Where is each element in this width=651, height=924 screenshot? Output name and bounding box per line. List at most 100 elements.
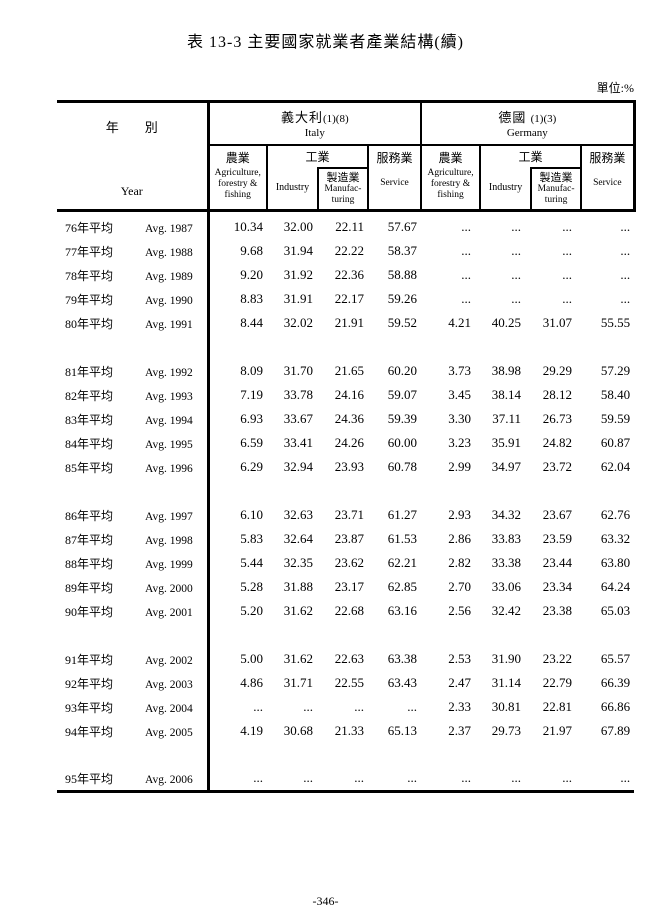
spacer-cell [208,479,634,503]
year-cell: 79年平均 Avg. 1990 [57,287,210,311]
data-cell: ... [407,770,418,786]
statistics-table: 年 別 Year 義大利(1)(8) Italy 德國 (1)(3) Germa… [57,100,636,793]
data-cell: 2.86 [448,531,472,546]
spacer-row [57,479,634,503]
italy-agriculture-header: 農業 Agriculture, forestry & fishing [207,144,268,212]
data-cell: 31.88 [283,579,313,594]
data-cell: 2.93 [448,507,472,522]
table-row: 79年平均 Avg. 1990 8.83 31.91 22.17 59.26.......… [57,287,634,311]
year-label-en: Avg. 1995 [145,438,193,451]
data-cell: 33.38 [491,555,522,570]
country-header-italy: 義大利(1)(8) Italy [206,101,423,146]
data-cell: 3.23 [448,435,472,450]
data-cell: 63.38 [387,651,418,666]
data-cell: 62.21 [387,555,418,570]
data-cell: 23.44 [542,555,573,570]
data-cell: 26.73 [542,411,573,426]
data-cell: 2.56 [448,603,472,618]
year-header-zh: 年 別 [105,120,158,135]
data-cell: 23.71 [334,507,364,522]
table-body: 76年平均 Avg. 1987 10.34 32.00 22.11 57.67......… [57,210,634,791]
data-cell: ... [562,243,573,258]
germany-label-en: Germany [506,127,548,140]
data-cell: 22.81 [542,699,573,714]
table-row: 82年平均 Avg. 1993 7.19 33.78 24.16 59.07 3.45 38.… [57,383,634,407]
year-label-zh: 94年平均 [65,724,114,739]
year-label-zh: 86年平均 [65,508,114,523]
spacer-row [57,335,634,359]
data-cell: ... [511,291,522,306]
data-cell: 6.10 [240,507,263,522]
year-label-en: Avg. 2005 [145,726,193,739]
data-cell: 31.70 [283,363,313,378]
spacer-cell [208,623,634,647]
data-cell: 7.19 [240,387,263,402]
year-label-en: Avg. 1989 [145,270,193,283]
sub-header-row: 農業 Agriculture, forestry & fishing 工業 In… [57,144,636,212]
data-cell: 32.63 [283,507,313,522]
country-header-germany: 德國 (1)(3) Germany [420,101,636,146]
data-cell: ... [303,699,313,714]
data-cell: 9.68 [240,243,263,258]
data-cell: 66.39 [600,675,631,690]
year-cell: 76年平均 Avg. 1987 [57,215,210,239]
year-cell: 81年平均 Avg. 1992 [57,359,210,383]
data-cell: 22.17 [334,291,364,306]
page-number: -346- [312,894,339,908]
data-cell: 22.22 [334,243,364,258]
data-cell: 58.88 [387,267,418,282]
spacer-row [57,623,634,647]
data-cell: 22.11 [335,219,364,234]
data-cell: 2.37 [448,723,472,738]
data-cell: 40.25 [491,315,522,330]
data-cell: 65.03 [600,603,631,618]
data-cell: 2.99 [448,459,472,474]
data-cell: 32.35 [283,555,313,570]
industry-zh: 工業 [305,149,330,164]
data-cell: 31.62 [283,651,313,666]
statistics-table-wrap: 年 別 Year 義大利(1)(8) Italy 德國 (1)(3) Germa… [57,100,636,793]
year-label-zh: 91年平均 [65,652,114,667]
year-label-en: Avg. 2002 [145,654,193,667]
industry-en: Industry [488,182,523,193]
year-label-en: Avg. 1998 [145,534,193,547]
year-label-en: Avg. 2000 [145,582,193,595]
year-label-zh: 84年平均 [65,436,114,451]
year-header-en: Year [120,183,143,198]
agriculture-zh: 農業 [438,150,463,165]
data-cell: ... [303,770,313,786]
germany-agriculture-header: 農業 Agriculture, forestry & fishing [420,144,482,212]
year-label-en: Avg. 2001 [145,606,193,619]
data-cell: 22.68 [334,603,364,618]
table-row: 85年平均 Avg. 1996 6.29 32.94 23.93 60.78 2.99 34.… [57,455,634,479]
germany-service-header: 服務業 Service [580,144,636,212]
data-cell: 61.53 [387,531,418,546]
data-cell: 23.34 [542,579,573,594]
manufacturing-zh: 製造業 [539,171,573,184]
italy-industry-header: 工業 Industry 製造業 Manufac- turing [266,144,369,212]
table-row: 94年平均 Avg. 2005 4.19 30.68 21.33 65.13 2.37 29.… [57,719,634,743]
data-cell: 23.72 [542,459,573,474]
data-cell: 33.67 [283,411,313,426]
data-cell: ... [620,267,631,282]
data-cell: ... [461,291,472,306]
data-cell: ... [511,267,522,282]
data-cell: 32.02 [283,315,313,330]
year-cell: 78年平均 Avg. 1989 [57,263,210,287]
table-row: 83年平均 Avg. 1994 6.93 33.67 24.36 59.39 3.30 37.… [57,407,634,431]
data-cell: 10.34 [233,219,263,234]
data-cell: 2.33 [448,699,472,714]
industry-zh: 工業 [518,149,543,164]
data-cell: 57.29 [600,363,631,378]
data-cell: 30.81 [491,699,522,714]
table-row: 95年平均 Avg. 2006........................ [57,767,634,791]
year-cell: 77年平均 Avg. 1988 [57,239,210,263]
data-cell: 23.59 [542,531,573,546]
year-column-header: 年 別 Year [57,101,210,212]
data-cell: 38.14 [491,387,522,402]
data-cell: ... [620,770,631,786]
year-label-en: Avg. 1987 [145,222,193,235]
data-cell: 6.29 [240,459,263,474]
table-row: 80年平均 Avg. 1991 8.44 32.02 21.91 59.52 4.21 40.… [57,311,634,335]
industry-en: Industry [275,182,310,193]
